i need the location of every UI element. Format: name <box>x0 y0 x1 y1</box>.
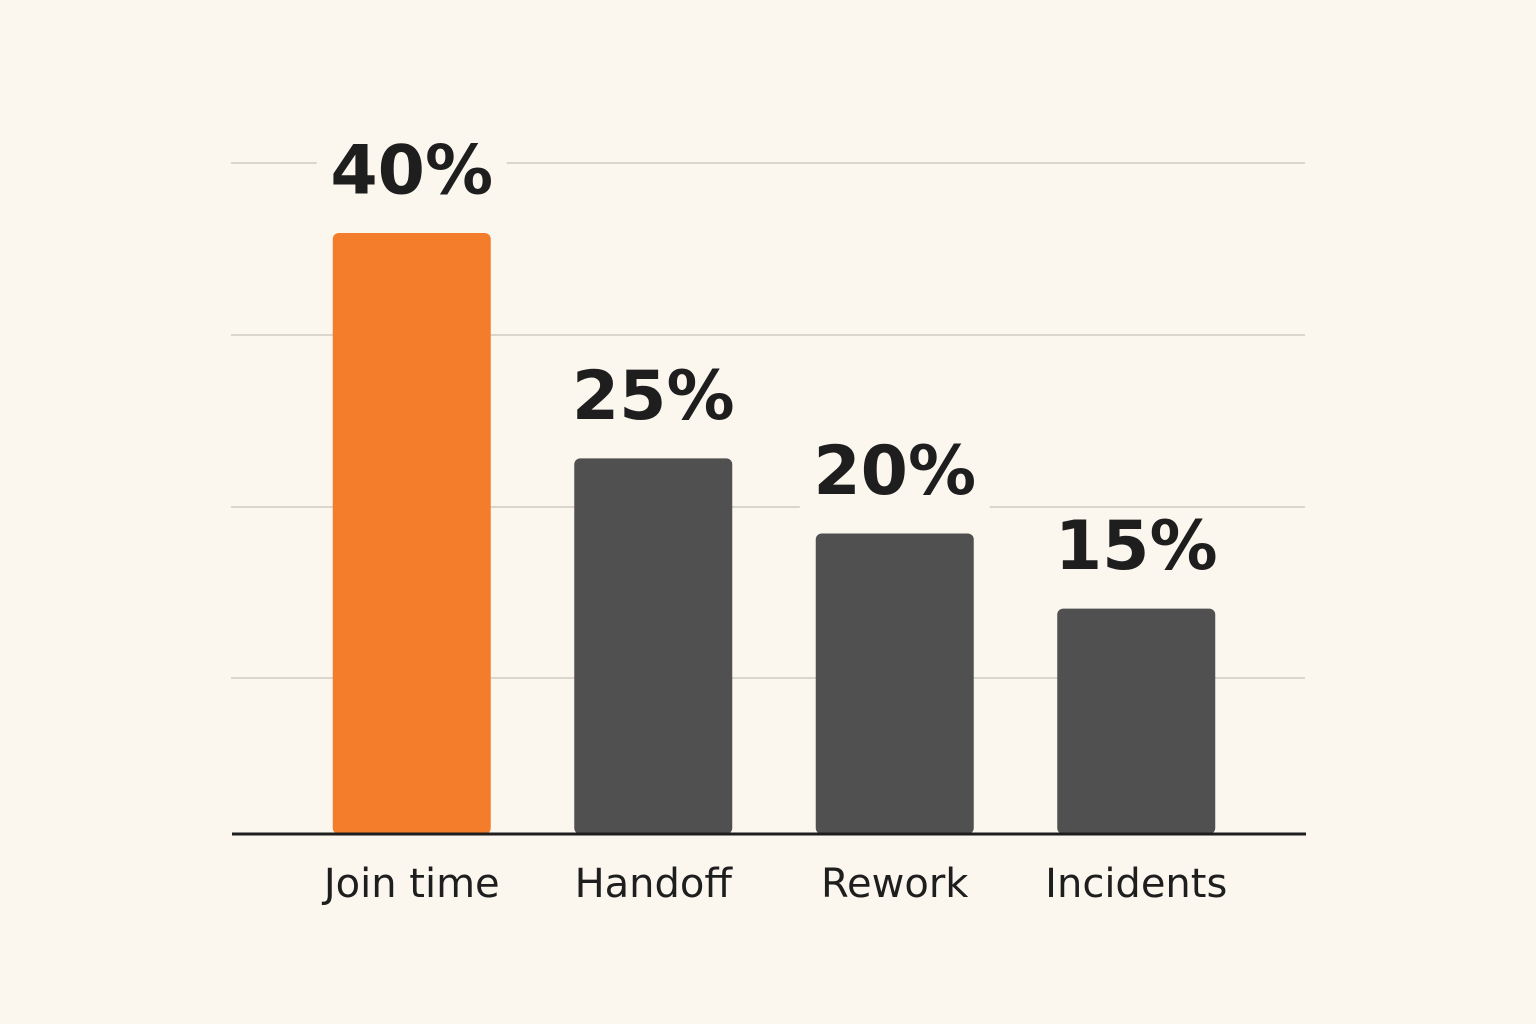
label-backdrop <box>1041 508 1232 589</box>
bar <box>1057 608 1216 834</box>
label-backdrop <box>316 133 507 213</box>
x-tick-label: Join time <box>321 861 500 907</box>
bar <box>332 233 491 834</box>
label-backdrop <box>799 433 990 514</box>
value-label: 40% <box>330 132 493 211</box>
bar <box>574 458 733 834</box>
bar <box>815 533 974 834</box>
value-label: 20% <box>813 432 976 511</box>
value-label: 25% <box>572 357 735 436</box>
x-tick-label: Incidents <box>1045 861 1227 907</box>
label-backdrop <box>558 358 749 439</box>
x-tick-label: Handoff <box>575 861 734 907</box>
x-tick-label: Rework <box>821 861 969 907</box>
value-label: 15% <box>1055 507 1218 586</box>
